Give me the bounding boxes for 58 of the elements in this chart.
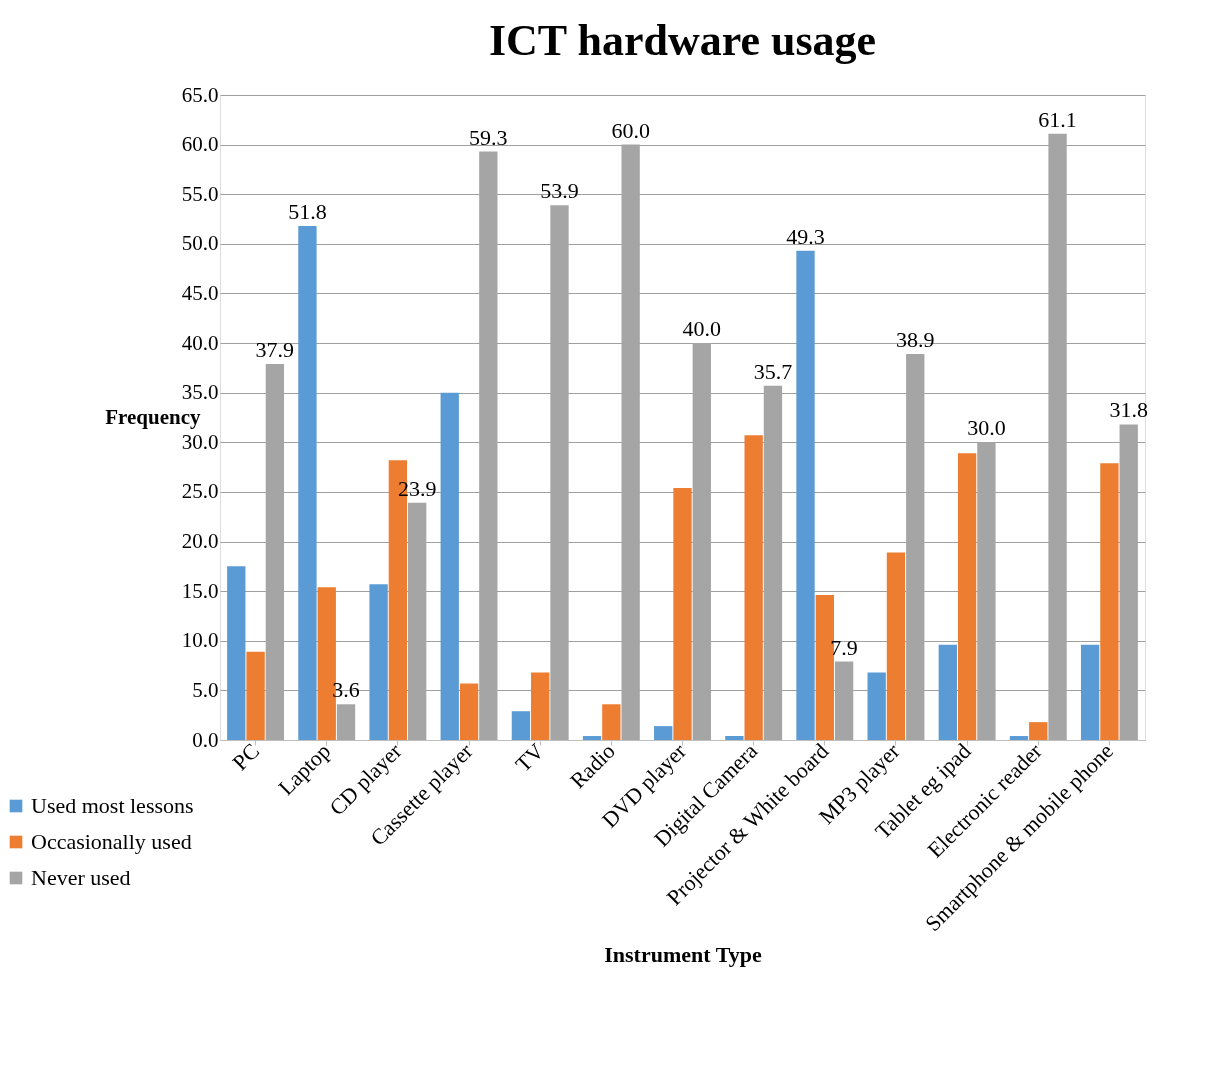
y-tick-label: 20.0 bbox=[181, 529, 219, 554]
data-label: 38.9 bbox=[896, 326, 935, 352]
y-tick-label: 0.0 bbox=[192, 727, 219, 752]
y-tick-label: 65.0 bbox=[181, 82, 219, 107]
bar bbox=[673, 487, 692, 740]
data-label: 59.3 bbox=[469, 124, 508, 150]
bar bbox=[725, 736, 744, 740]
x-tick-label: PC bbox=[227, 738, 265, 776]
bar bbox=[511, 711, 531, 740]
bar bbox=[298, 225, 317, 740]
y-tick-label: 25.0 bbox=[181, 479, 219, 504]
data-label: 35.7 bbox=[753, 358, 793, 384]
y-axis-title: Frequency bbox=[105, 405, 201, 429]
bar bbox=[369, 584, 388, 740]
bar bbox=[246, 651, 265, 740]
y-tick-label: 60.0 bbox=[181, 132, 219, 157]
bar bbox=[459, 683, 479, 740]
data-label: 49.3 bbox=[786, 223, 825, 249]
y-tick-label: 55.0 bbox=[181, 181, 219, 206]
chart-title: ICT hardware usage bbox=[488, 16, 877, 65]
bar bbox=[957, 453, 977, 740]
y-tick-label: 40.0 bbox=[181, 330, 219, 355]
data-label: 30.0 bbox=[967, 415, 1006, 441]
legend-label: Occasionally used bbox=[31, 829, 192, 854]
bar bbox=[582, 736, 602, 740]
data-label: 53.9 bbox=[540, 178, 579, 204]
bar bbox=[440, 392, 459, 740]
bar bbox=[1100, 463, 1119, 740]
bar bbox=[938, 644, 957, 740]
x-tick-label: TV bbox=[510, 738, 549, 777]
y-tick-label: 50.0 bbox=[181, 231, 219, 256]
legend-label: Never used bbox=[31, 865, 131, 890]
bar bbox=[886, 552, 906, 740]
y-tick-label: 35.0 bbox=[181, 380, 219, 405]
y-tick-label: 15.0 bbox=[181, 578, 219, 603]
x-axis-title: Instrument Type bbox=[604, 942, 762, 968]
bar bbox=[227, 566, 246, 740]
y-tick-label: 10.0 bbox=[181, 628, 219, 653]
data-label: 60.0 bbox=[611, 117, 650, 143]
bar bbox=[531, 672, 550, 740]
data-label: 37.9 bbox=[255, 336, 295, 362]
bar bbox=[1009, 736, 1029, 740]
y-tick-label: 5.0 bbox=[192, 677, 219, 702]
bar bbox=[654, 726, 673, 740]
bar bbox=[1029, 722, 1048, 740]
bar bbox=[336, 704, 356, 740]
data-label: 61.1 bbox=[1038, 106, 1077, 132]
legend-label: Used most lessons bbox=[31, 793, 194, 818]
bar bbox=[602, 704, 621, 740]
bar bbox=[744, 435, 763, 740]
data-label: 40.0 bbox=[682, 316, 722, 342]
bar bbox=[867, 672, 886, 740]
bar bbox=[796, 250, 815, 740]
y-tick-label: 30.0 bbox=[181, 429, 219, 454]
data-label: 51.8 bbox=[288, 198, 327, 224]
bar bbox=[1080, 644, 1100, 740]
data-label: 31.8 bbox=[1109, 397, 1148, 423]
y-tick-label: 45.0 bbox=[181, 280, 219, 305]
